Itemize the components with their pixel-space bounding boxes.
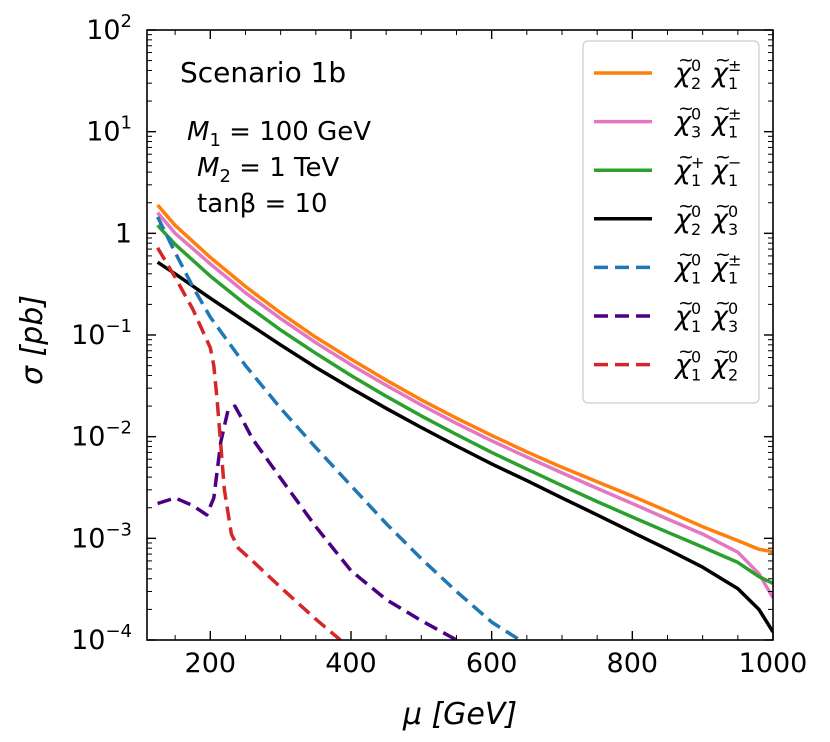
legend-label-2: χ~03 χ~±1 xyxy=(673,98,741,142)
y-tick-label: 10−1 xyxy=(71,316,132,351)
x-tick-label: 800 xyxy=(607,648,659,679)
y-tick-label: 10−3 xyxy=(71,519,132,554)
y-tick-label: 102 xyxy=(86,11,132,46)
legend-subscript: 3 xyxy=(691,123,701,142)
x-tick-label: 400 xyxy=(325,648,377,679)
legend-label-4: χ~02 χ~03 xyxy=(673,195,738,239)
series-line-6 xyxy=(157,404,458,640)
x-axis-label: μ [GeV] xyxy=(402,697,517,732)
legend-superscript: 0 xyxy=(691,299,701,318)
y-tick-label: 10−2 xyxy=(71,418,132,453)
series-line-7 xyxy=(156,246,342,640)
legend-tilde: ~ xyxy=(678,341,694,363)
legend-chi-symbol: χ xyxy=(710,58,729,89)
parameter-line: tanβ = 10 xyxy=(197,189,328,219)
legend-superscript: 0 xyxy=(728,348,738,367)
x-tick-label: 600 xyxy=(466,648,518,679)
legend-subscript: 1 xyxy=(728,74,738,93)
legend-subscript: 1 xyxy=(691,317,701,336)
y-tick-label: 1 xyxy=(115,218,132,249)
legend-tilde: ~ xyxy=(678,146,694,168)
legend-label-6: χ~01 χ~03 xyxy=(673,292,738,336)
legend-subscript: 2 xyxy=(691,74,701,93)
legend: χ~02 χ~±1χ~03 χ~±1χ~+1 χ~−1χ~02 χ~03χ~01 χ~±1… xyxy=(582,40,760,404)
legend-subscript: 1 xyxy=(691,366,701,385)
legend-label-1: χ~02 χ~±1 xyxy=(673,49,741,93)
legend-label-7: χ~01 χ~02 xyxy=(673,341,738,385)
legend-subscript: 2 xyxy=(691,220,701,239)
series-line-5 xyxy=(156,216,521,640)
legend-chi-symbol: χ xyxy=(673,107,692,138)
legend-tilde: ~ xyxy=(715,195,731,217)
legend-tilde: ~ xyxy=(678,243,694,265)
legend-tilde: ~ xyxy=(715,341,731,363)
legend-tilde: ~ xyxy=(678,292,694,314)
series-line-4 xyxy=(156,260,773,633)
parameter-line: M2 = 1 TeV xyxy=(197,153,339,187)
legend-superscript: ± xyxy=(728,250,741,269)
legend-subscript: 1 xyxy=(728,123,738,142)
legend-subscript: 3 xyxy=(728,317,738,336)
legend-tilde: ~ xyxy=(715,292,731,314)
scenario-annotation: Scenario 1b xyxy=(180,56,346,89)
series-layer xyxy=(156,203,773,640)
series-line-1 xyxy=(156,203,773,554)
legend-chi-symbol: χ xyxy=(673,155,692,186)
legend-superscript: 0 xyxy=(691,348,701,367)
legend-superscript: 0 xyxy=(691,56,701,75)
legend-superscript: 0 xyxy=(691,250,701,269)
x-tick-label: 1000 xyxy=(739,648,808,679)
legend-subscript: 1 xyxy=(728,171,738,190)
y-axis-label: σ [pb] xyxy=(15,295,50,385)
parameter-line: M1 = 100 GeV xyxy=(187,117,371,151)
y-tick-label: 101 xyxy=(86,113,132,148)
legend-superscript: 0 xyxy=(691,202,701,221)
legend-chi-symbol: χ xyxy=(673,204,692,235)
legend-superscript: + xyxy=(691,153,704,172)
legend-label-5: χ~01 χ~±1 xyxy=(673,243,741,287)
legend-tilde: ~ xyxy=(715,243,731,265)
legend-tilde: ~ xyxy=(715,146,731,168)
y-tick-label: 10−4 xyxy=(71,621,132,656)
legend-subscript: 3 xyxy=(728,220,738,239)
legend-tilde: ~ xyxy=(678,98,694,120)
legend-superscript: − xyxy=(728,153,741,172)
legend-chi-symbol: χ xyxy=(673,252,692,283)
legend-label-3: χ~+1 χ~−1 xyxy=(673,146,741,190)
legend-subscript: 1 xyxy=(691,171,701,190)
legend-superscript: ± xyxy=(728,56,741,75)
legend-chi-symbol: χ xyxy=(710,155,729,186)
legend-chi-symbol: χ xyxy=(710,350,729,381)
legend-tilde: ~ xyxy=(678,49,694,71)
legend-chi-symbol: χ xyxy=(673,301,692,332)
legend-box xyxy=(582,40,760,404)
series-line-2 xyxy=(156,211,773,599)
legend-subscript: 1 xyxy=(728,268,738,287)
legend-superscript: 0 xyxy=(691,105,701,124)
legend-chi-symbol: χ xyxy=(710,204,729,235)
legend-superscript: 0 xyxy=(728,299,738,318)
legend-chi-symbol: χ xyxy=(710,107,729,138)
legend-tilde: ~ xyxy=(715,98,731,120)
legend-chi-symbol: χ xyxy=(710,301,729,332)
legend-chi-symbol: χ xyxy=(673,58,692,89)
legend-superscript: ± xyxy=(728,105,741,124)
legend-tilde: ~ xyxy=(715,49,731,71)
legend-chi-symbol: χ xyxy=(710,252,729,283)
legend-tilde: ~ xyxy=(678,195,694,217)
series-line-3 xyxy=(156,224,773,585)
legend-subscript: 2 xyxy=(728,366,738,385)
legend-chi-symbol: χ xyxy=(673,350,692,381)
legend-subscript: 1 xyxy=(691,268,701,287)
x-tick-label: 200 xyxy=(185,648,237,679)
legend-superscript: 0 xyxy=(728,202,738,221)
